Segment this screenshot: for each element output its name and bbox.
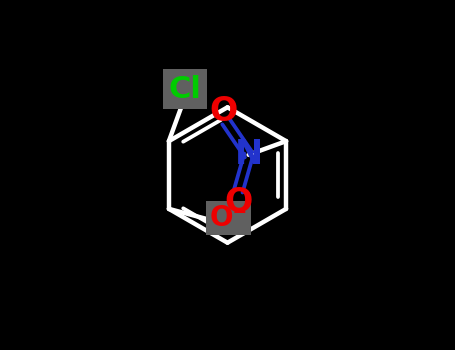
- Text: O⁻: O⁻: [209, 204, 247, 232]
- Text: O: O: [209, 95, 238, 128]
- Text: Cl: Cl: [169, 75, 202, 104]
- Text: O: O: [225, 186, 253, 219]
- Text: N: N: [234, 138, 263, 171]
